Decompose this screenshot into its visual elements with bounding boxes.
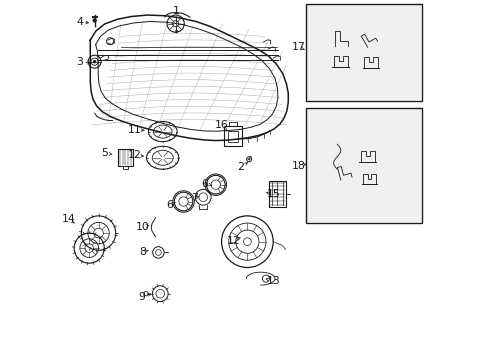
Bar	[306, 5, 421, 100]
Text: 16: 16	[214, 121, 227, 130]
Bar	[227, 131, 238, 142]
Text: 6: 6	[165, 200, 172, 210]
Text: 2: 2	[237, 162, 244, 172]
Text: 12: 12	[128, 150, 142, 160]
Bar	[306, 109, 421, 222]
Bar	[268, 181, 285, 207]
Text: 17: 17	[291, 42, 305, 52]
Text: 15: 15	[266, 189, 280, 199]
Circle shape	[93, 60, 96, 63]
Text: 1: 1	[173, 6, 180, 17]
Text: 18: 18	[291, 161, 305, 171]
Circle shape	[93, 19, 96, 22]
Text: 7: 7	[190, 193, 197, 203]
Text: 10: 10	[135, 222, 149, 231]
Text: 13: 13	[266, 276, 280, 286]
Text: 6: 6	[201, 179, 208, 189]
Bar	[223, 126, 242, 146]
Bar	[305, 108, 421, 223]
Text: 14: 14	[62, 215, 76, 224]
Text: 11: 11	[128, 125, 142, 135]
Text: 5: 5	[101, 148, 108, 158]
Text: 8: 8	[139, 247, 145, 257]
Bar	[305, 4, 421, 101]
Text: 3: 3	[76, 57, 83, 67]
Text: 12: 12	[226, 236, 240, 246]
Bar	[118, 149, 132, 166]
Text: 4: 4	[76, 17, 83, 27]
Text: 9: 9	[139, 292, 145, 302]
